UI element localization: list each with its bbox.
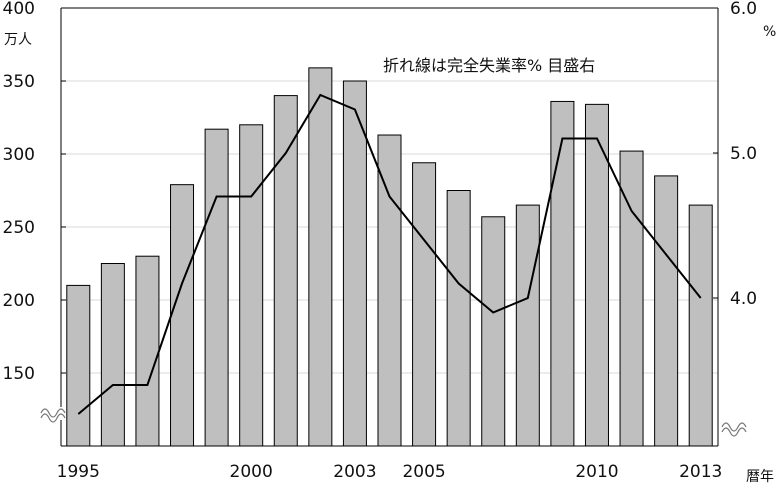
annotation-text: 折れ線は完全失業率% 目盛右 [383, 56, 595, 75]
bar [204, 128, 229, 447]
bar [688, 204, 713, 447]
right-tick-label: 6.0 [730, 0, 757, 19]
bar [273, 95, 298, 447]
bar [170, 184, 195, 447]
bar [515, 204, 540, 447]
left-unit-label: 万人 [4, 32, 32, 48]
left-tick-label: 300 [3, 145, 35, 165]
line-series [77, 93, 702, 415]
x-unit-label: 暦年 [746, 469, 774, 484]
unemployment-line [77, 93, 702, 415]
bar [342, 80, 367, 447]
x-tick-label: 2010 [575, 462, 618, 482]
right-axis-break [721, 422, 747, 437]
bar [550, 100, 575, 447]
tick-labels: 400 350 300 250 200 150 万人 6.0 5.0 4.0% 1995 2000 20… [3, 0, 777, 484]
x-tick-label: 1995 [57, 462, 100, 482]
axes [40, 7, 747, 447]
x-tick-label: 2013 [679, 462, 722, 482]
bar [654, 175, 679, 447]
bar [135, 255, 160, 447]
left-tick-label: 400 [3, 0, 35, 19]
left-tick-label: 150 [3, 364, 35, 384]
x-tick-label: 2005 [402, 462, 445, 482]
right-tick-label: 5.0 [730, 144, 757, 164]
bar [239, 124, 264, 447]
right-tick-label: 4.0 [730, 289, 757, 309]
bar [308, 67, 333, 447]
bar [481, 216, 506, 447]
bar [446, 190, 471, 447]
left-axis-break [40, 408, 66, 423]
bar [100, 263, 125, 447]
bar-series [66, 67, 713, 447]
left-tick-label: 350 [3, 72, 35, 92]
bar [377, 134, 402, 447]
left-tick-label: 200 [3, 291, 35, 311]
left-tick-label: 250 [3, 218, 35, 238]
bar [66, 284, 91, 447]
bar [412, 162, 437, 447]
x-tick-label: 2003 [333, 462, 376, 482]
x-tick-label: 2000 [230, 462, 273, 482]
right-unit-label: % [763, 24, 776, 40]
